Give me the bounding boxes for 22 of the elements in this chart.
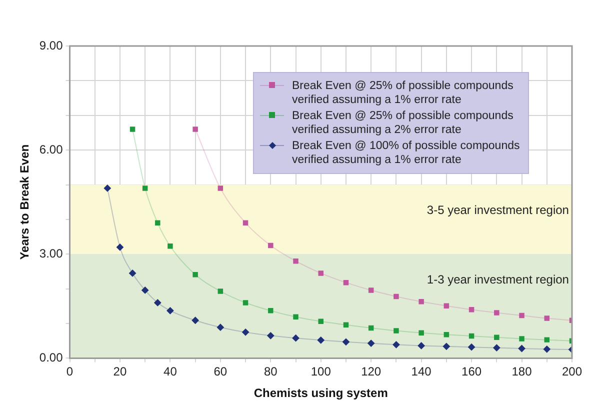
- x-tick-label: 0: [66, 364, 74, 379]
- x-tick-label: 60: [214, 364, 228, 379]
- y-axis-title: Years to Break Even: [18, 144, 32, 260]
- y-tick-label: 6.00: [39, 142, 64, 156]
- y-tick-label: 0.00: [39, 350, 64, 365]
- y-tick-label: 9.00: [39, 38, 64, 52]
- x-tick-label: 160: [462, 364, 482, 379]
- x-tick-label: 40: [164, 364, 178, 379]
- band-label: 3-5 year investment region: [426, 203, 569, 218]
- legend-label: Break Even @ 100% of possible compounds verified assuming a 1% error rate: [292, 139, 521, 167]
- x-tick-label: 140: [411, 364, 432, 379]
- legend-label: Break Even @ 25% of possible compounds verified assuming a 2% error rate: [292, 109, 514, 137]
- legend-label: Break Even @ 25% of possible compounds verified assuming a 1% error rate: [292, 79, 514, 107]
- y-tick-label: 3.00: [39, 246, 64, 260]
- x-axis-title: Chemists using system: [254, 386, 388, 400]
- x-tick-label: 180: [512, 364, 532, 379]
- x-tick-label: 20: [113, 364, 127, 379]
- x-tick-label: 100: [310, 364, 332, 379]
- x-tick-label: 200: [562, 364, 582, 379]
- band-label: 1-3 year investment region: [426, 272, 569, 286]
- x-tick-label: 120: [361, 364, 382, 379]
- x-tick-label: 80: [264, 364, 278, 379]
